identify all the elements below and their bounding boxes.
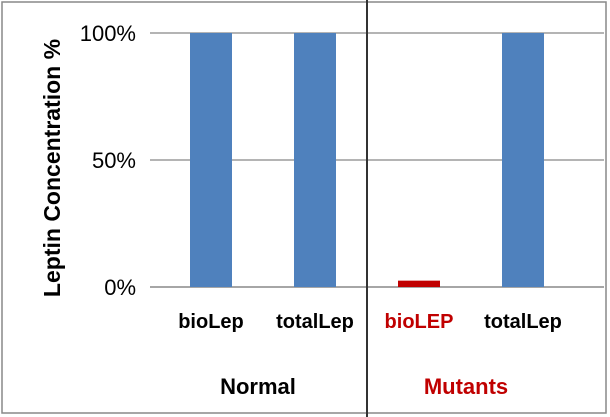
category-label: totalLep bbox=[484, 311, 562, 333]
y-axis-label: Leptin Concentration % bbox=[39, 39, 65, 297]
category-label: bioLEP bbox=[385, 311, 454, 333]
y-tick-label: 0% bbox=[104, 275, 136, 300]
bar-4 bbox=[502, 33, 544, 287]
bars bbox=[190, 33, 544, 287]
bar-1 bbox=[190, 33, 232, 287]
group-label-normal: Normal bbox=[220, 374, 296, 399]
category-labels: bioLep totalLep bioLEP totalLep bbox=[178, 311, 562, 333]
y-tick-label: 100% bbox=[80, 21, 136, 46]
category-label: bioLep bbox=[178, 311, 244, 333]
bar-3 bbox=[398, 280, 440, 287]
y-tick-label: 50% bbox=[92, 148, 136, 173]
category-label: totalLep bbox=[276, 311, 354, 333]
group-label-mutants: Mutants bbox=[424, 374, 508, 399]
bar-2 bbox=[294, 33, 336, 287]
y-tick-labels: 0% 50% 100% bbox=[80, 21, 136, 300]
